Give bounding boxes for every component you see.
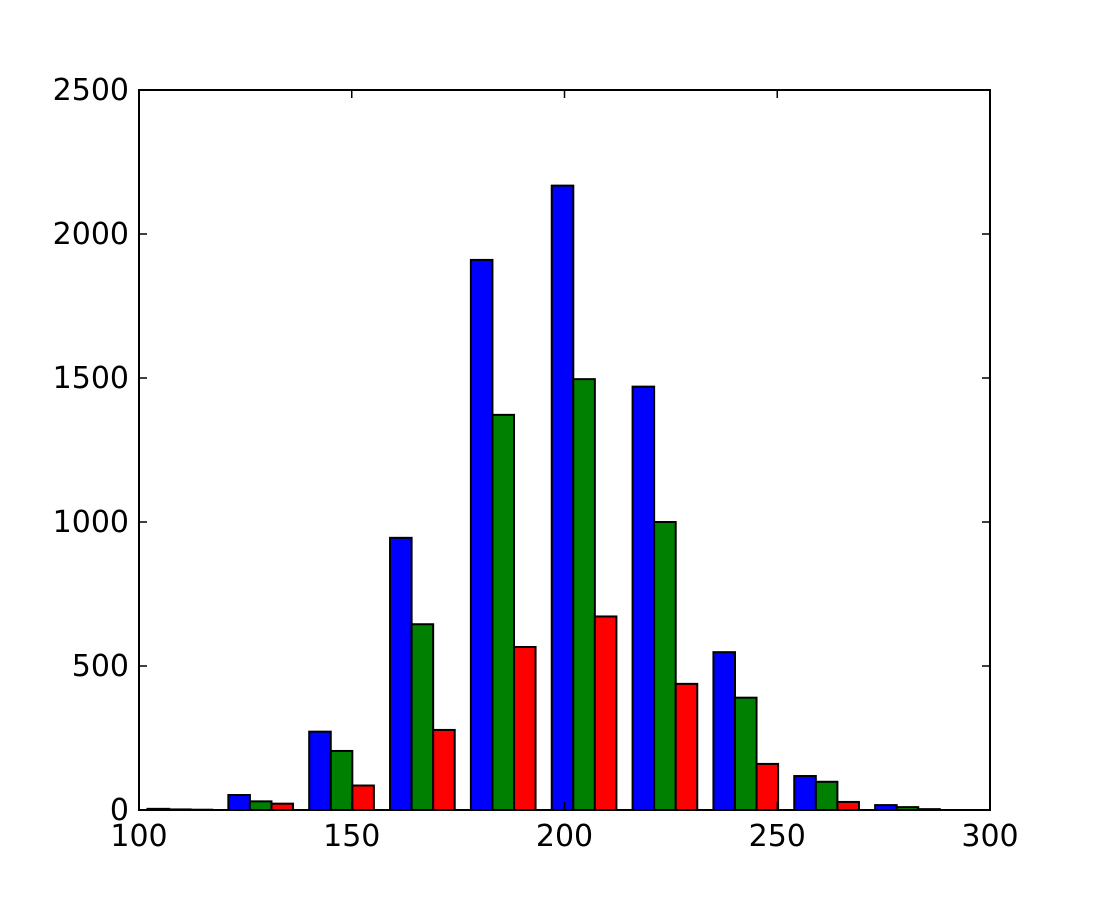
bar-series-1-bin-3 xyxy=(412,624,434,810)
y-tick-label-5: 2500 xyxy=(53,73,129,108)
y-tick-label-3: 1500 xyxy=(53,361,129,396)
bar-series-0-bin-4 xyxy=(471,260,493,810)
bar-series-0-bin-8 xyxy=(794,776,816,810)
bar-series-2-bin-8 xyxy=(837,802,859,810)
bar-series-1-bin-4 xyxy=(492,415,514,810)
bar-series-0-bin-5 xyxy=(552,186,574,810)
y-tick-label-4: 2000 xyxy=(53,217,129,252)
x-tick-label-2: 200 xyxy=(536,819,593,854)
bar-series-2-bin-7 xyxy=(757,764,779,810)
y-tick-label-0: 0 xyxy=(110,793,129,828)
bar-series-1-bin-7 xyxy=(735,698,757,810)
bar-series-0-bin-2 xyxy=(309,732,331,810)
bar-series-1-bin-6 xyxy=(654,522,676,810)
bar-series-0-bin-3 xyxy=(390,538,412,810)
bar-series-2-bin-5 xyxy=(595,616,617,810)
y-tick-label-2: 1000 xyxy=(53,505,129,540)
bar-series-0-bin-6 xyxy=(633,387,655,810)
bar-series-2-bin-6 xyxy=(676,684,698,810)
bar-series-2-bin-2 xyxy=(352,786,374,810)
bar-series-1-bin-2 xyxy=(331,751,353,810)
x-tick-label-4: 300 xyxy=(961,819,1018,854)
y-tick-label-1: 500 xyxy=(72,649,129,684)
bar-series-1-bin-1 xyxy=(250,801,272,810)
x-tick-label-1: 150 xyxy=(323,819,380,854)
bar-series-0-bin-1 xyxy=(228,795,250,810)
bar-series-0-bin-7 xyxy=(713,652,735,810)
bar-series-2-bin-3 xyxy=(433,730,455,810)
bar-series-1-bin-8 xyxy=(816,782,838,810)
x-tick-label-3: 250 xyxy=(749,819,806,854)
bar-series-2-bin-4 xyxy=(514,647,536,810)
bar-series-1-bin-5 xyxy=(573,379,595,810)
